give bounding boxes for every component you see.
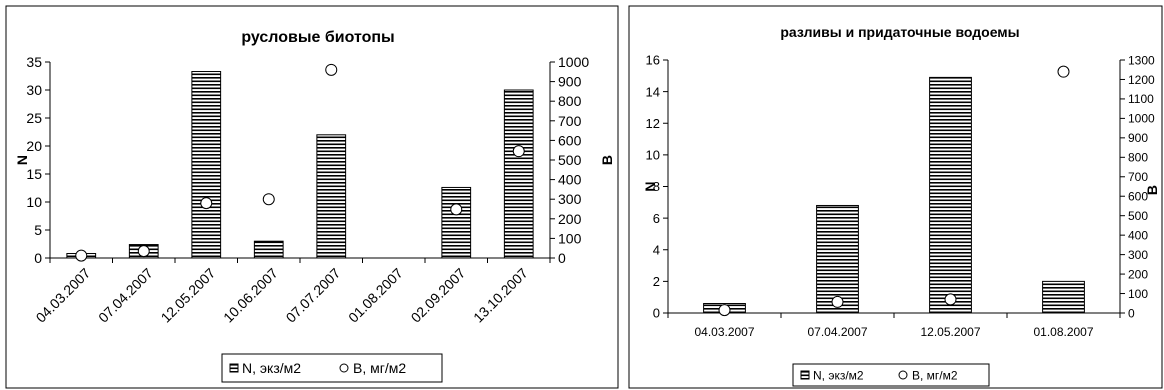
y2-tick-label: 600	[558, 132, 582, 148]
y-tick-label-left: 0	[34, 250, 42, 266]
y2-tick-label: 0	[558, 250, 566, 266]
point-b-outlier	[325, 63, 338, 76]
legend-box	[792, 363, 990, 387]
y-tick-label-left: 2	[653, 274, 660, 289]
legend-circle-swatch	[898, 370, 908, 380]
bar-n	[1042, 280, 1085, 314]
point-b	[512, 145, 525, 158]
bar-n	[503, 89, 534, 259]
chart-title: русловые биотопы	[241, 29, 394, 46]
y2-tick-label: 800	[558, 93, 582, 109]
legend-label-b: B, мг/м2	[912, 368, 958, 382]
y2-tick-label: 900	[558, 74, 582, 90]
y-tick-label-left: 15	[26, 166, 42, 182]
bar-n	[191, 71, 222, 259]
y2-tick-label: 400	[1128, 228, 1148, 242]
y2-tick-label: 0	[1128, 306, 1135, 320]
y-tick-label-left: 4	[653, 242, 660, 257]
y-tick-label-left: 0	[653, 306, 660, 321]
y-tick-label-left: 16	[646, 53, 660, 68]
y2-tick-label: 700	[558, 113, 582, 129]
y-tick-label-left: 12	[646, 116, 660, 131]
chart-frame	[628, 5, 1163, 389]
point-b	[137, 245, 150, 258]
y2-tick-label: 400	[558, 172, 582, 188]
point-b	[718, 304, 731, 317]
x-tick-label: 12.05.2007	[920, 325, 980, 339]
point-b	[831, 295, 844, 308]
chart-panel-riverbed: русловые биотопы 0 5 10 15 20 25 30 35 0 100 200 300…	[5, 5, 619, 389]
x-tick-label: 10.06.2007	[220, 265, 281, 326]
bar-n	[253, 240, 284, 259]
y-tick-label-left: 10	[26, 194, 42, 210]
y2-tick-label: 300	[558, 191, 582, 207]
y-axis-title: N	[14, 155, 30, 165]
bar-n	[316, 134, 347, 259]
y2-tick-label: 1200	[1128, 73, 1155, 87]
y2-tick-label: 300	[1128, 248, 1148, 262]
y2-tick-label: 900	[1128, 131, 1148, 145]
y2-tick-label: 100	[558, 230, 582, 246]
x-tick-label: 04.03.2007	[33, 265, 94, 326]
chart-title: разливы и придаточные водоемы	[780, 24, 1019, 40]
y-tick-label-left: 14	[646, 84, 660, 99]
x-tick-label: 04.03.2007	[694, 325, 754, 339]
x-tick-label: 07.04.2007	[95, 265, 156, 326]
point-b	[75, 249, 88, 262]
chart-panel-floodplain: разливы и придаточные водоемы 0 2 4 6 8 10 12 14…	[625, 0, 1164, 390]
x-tick-label: 01.08.2007	[345, 265, 406, 326]
y-tick-label-left: 20	[26, 138, 42, 154]
y2-tick-label: 200	[558, 211, 582, 227]
x-tick-label: 12.05.2007	[158, 265, 219, 326]
x-tick-label: 07.04.2007	[807, 325, 867, 339]
y-tick-label-left: 5	[34, 222, 42, 238]
y2-tick-label: 1300	[1128, 53, 1155, 67]
y-tick-label-left: 30	[26, 82, 42, 98]
y2-tick-label: 1000	[1128, 112, 1155, 126]
legend-label-n: N, экз/м2	[242, 360, 301, 376]
point-b	[200, 197, 213, 210]
x-tick-label: 07.07.2007	[283, 265, 344, 326]
legend-bar-swatch	[229, 363, 239, 373]
y2-tick-label: 500	[558, 152, 582, 168]
y2-tick-label: 500	[1128, 209, 1148, 223]
point-b	[262, 193, 275, 206]
y-tick-label-left: 35	[26, 54, 42, 70]
y-tick-label-left: 25	[26, 110, 42, 126]
y2-tick-label: 1000	[558, 54, 589, 70]
y2-tick-label: 800	[1128, 151, 1148, 165]
chart-floodplain-svg: разливы и придаточные водоемы 0 2 4 6 8 10 12 14…	[628, 5, 1163, 389]
x-tick-label: 01.08.2007	[1033, 325, 1093, 339]
chart-riverbed-svg: русловые биотопы 0 5 10 15 20 25 30 35 0 100 200 300…	[5, 5, 619, 389]
y2-tick-label: 1100	[1128, 92, 1154, 106]
legend-box	[221, 353, 443, 383]
y-axis-title: N	[642, 181, 658, 191]
legend-label-n: N, экз/м2	[813, 368, 864, 382]
chart-frame	[5, 5, 619, 389]
y-tick-label-left: 6	[653, 211, 660, 226]
legend-label-b: B, мг/м2	[353, 360, 406, 376]
bar-n	[816, 204, 859, 314]
y2-tick-label: 600	[1128, 190, 1148, 204]
y2-axis-title: B	[1144, 185, 1160, 195]
x-tick-label: 13.10.2007	[470, 265, 531, 326]
y2-tick-label: 100	[1128, 287, 1148, 301]
x-tick-label: 02.09.2007	[408, 265, 469, 326]
bar-n	[441, 186, 472, 259]
point-b	[1057, 65, 1070, 78]
y-tick-label-left: 8	[653, 179, 660, 194]
y-tick-label-left: 10	[646, 148, 660, 163]
y2-tick-label: 200	[1128, 267, 1148, 281]
y2-axis-title: B	[599, 155, 615, 165]
bar-n	[929, 76, 972, 314]
point-b	[944, 293, 957, 306]
legend-bar-swatch	[800, 370, 810, 380]
point-b	[450, 203, 463, 216]
y2-tick-label: 700	[1128, 170, 1148, 184]
legend-circle-swatch	[339, 363, 349, 373]
